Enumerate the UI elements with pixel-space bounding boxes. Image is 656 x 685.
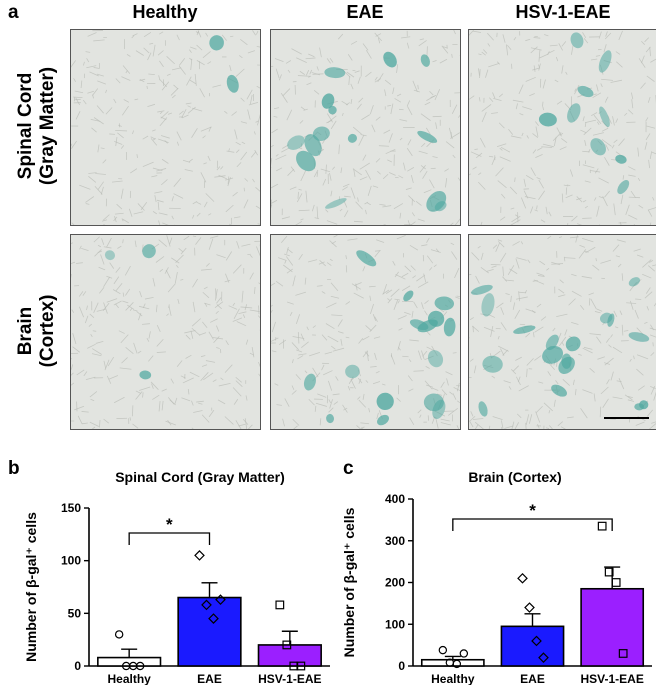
data-point <box>618 649 628 658</box>
data-point <box>282 640 292 650</box>
micrograph-spinal-healthy <box>70 29 261 226</box>
panel-letter-a: a <box>8 2 19 23</box>
data-point <box>135 661 145 671</box>
x-tick-label: HSV-1-EAE <box>258 672 321 685</box>
x-tick-label: Healthy <box>431 672 475 685</box>
micrograph-spinal-eae <box>270 29 461 226</box>
data-point <box>517 572 528 584</box>
micrograph-texture <box>71 235 260 429</box>
row-label-brain-line1: Brain <box>15 306 36 356</box>
chart-title: Brain (Cortex) <box>468 469 561 485</box>
micrograph-texture <box>469 30 656 225</box>
column-title-eae: EAE <box>346 2 384 22</box>
column-title-hsv1-eae: HSV-1-EAE <box>515 2 611 22</box>
data-point <box>604 567 614 577</box>
bar-hsv-1-eae <box>580 587 645 667</box>
x-tick-label: HSV-1-EAE <box>580 672 643 685</box>
data-point <box>114 630 124 639</box>
micrograph-brain-eae <box>270 234 461 430</box>
data-point <box>289 661 299 671</box>
chart-title: Spinal Cord (Gray Matter) <box>115 469 285 485</box>
y-tick-label: 400 <box>385 492 405 506</box>
data-point <box>438 645 448 655</box>
scale-bar <box>604 417 649 419</box>
micrograph-texture <box>271 235 460 429</box>
bar-eae <box>177 596 242 667</box>
row-label-spinal-cord-line1: Spinal Cord <box>15 72 36 180</box>
y-tick-label: 100 <box>385 617 405 631</box>
x-tick-label: EAE <box>520 672 545 685</box>
micrograph-brain-healthy <box>70 234 261 430</box>
micrograph-texture <box>271 30 460 225</box>
data-point <box>452 659 462 669</box>
significance-label: * <box>529 501 536 520</box>
micrograph-texture <box>71 30 260 225</box>
micrograph-brain-hsv1-eae <box>468 234 656 430</box>
chart-spinal-cord: 0 50 100 150 Spinal Cord (Gray Matter) Number… <box>23 469 330 685</box>
x-tick-label: EAE <box>197 672 222 685</box>
chart-brain: 0 100 200 300 400 Brain (Cortex) Number of β-g… <box>341 469 652 685</box>
panel-letter-b: b <box>8 458 20 479</box>
micrograph-spinal-hsv1-eae <box>468 29 656 226</box>
y-axis-label: Number of β-gal⁺ cells <box>23 512 39 662</box>
data-point <box>611 578 621 587</box>
y-tick-label: 200 <box>385 576 405 590</box>
panel-letter-c: c <box>343 458 354 479</box>
data-point <box>296 661 306 671</box>
data-point <box>531 635 542 647</box>
y-tick-label: 0 <box>74 659 81 673</box>
data-point <box>459 649 469 658</box>
data-point <box>208 613 219 624</box>
x-tick-label: Healthy <box>107 672 151 685</box>
data-point <box>597 521 607 531</box>
row-label-spinal-cord-line2: (Gray Matter) <box>37 66 58 186</box>
data-point <box>215 594 226 605</box>
y-tick-label: 300 <box>385 534 405 548</box>
data-point <box>538 652 549 663</box>
significance-label: * <box>166 515 173 534</box>
y-tick-label: 100 <box>61 554 81 568</box>
row-label-brain: Brain (Cortex) <box>15 231 59 431</box>
data-point <box>275 600 285 610</box>
y-tick-label: 50 <box>68 606 82 620</box>
y-tick-label: 150 <box>61 501 81 515</box>
significance-bracket <box>128 532 211 545</box>
significance-bracket <box>452 518 613 531</box>
column-title-healthy: Healthy <box>132 2 198 22</box>
y-axis-label: Number of β-gal⁺ cells <box>341 507 357 657</box>
micrograph-texture <box>469 235 656 429</box>
row-label-spinal-cord: Spinal Cord (Gray Matter) <box>15 26 59 226</box>
data-point <box>194 550 205 561</box>
data-point <box>201 599 212 611</box>
row-label-brain-line2: (Cortex) <box>37 294 58 368</box>
data-point <box>524 602 535 613</box>
bar-eae <box>500 625 565 667</box>
y-tick-label: 0 <box>398 659 405 673</box>
